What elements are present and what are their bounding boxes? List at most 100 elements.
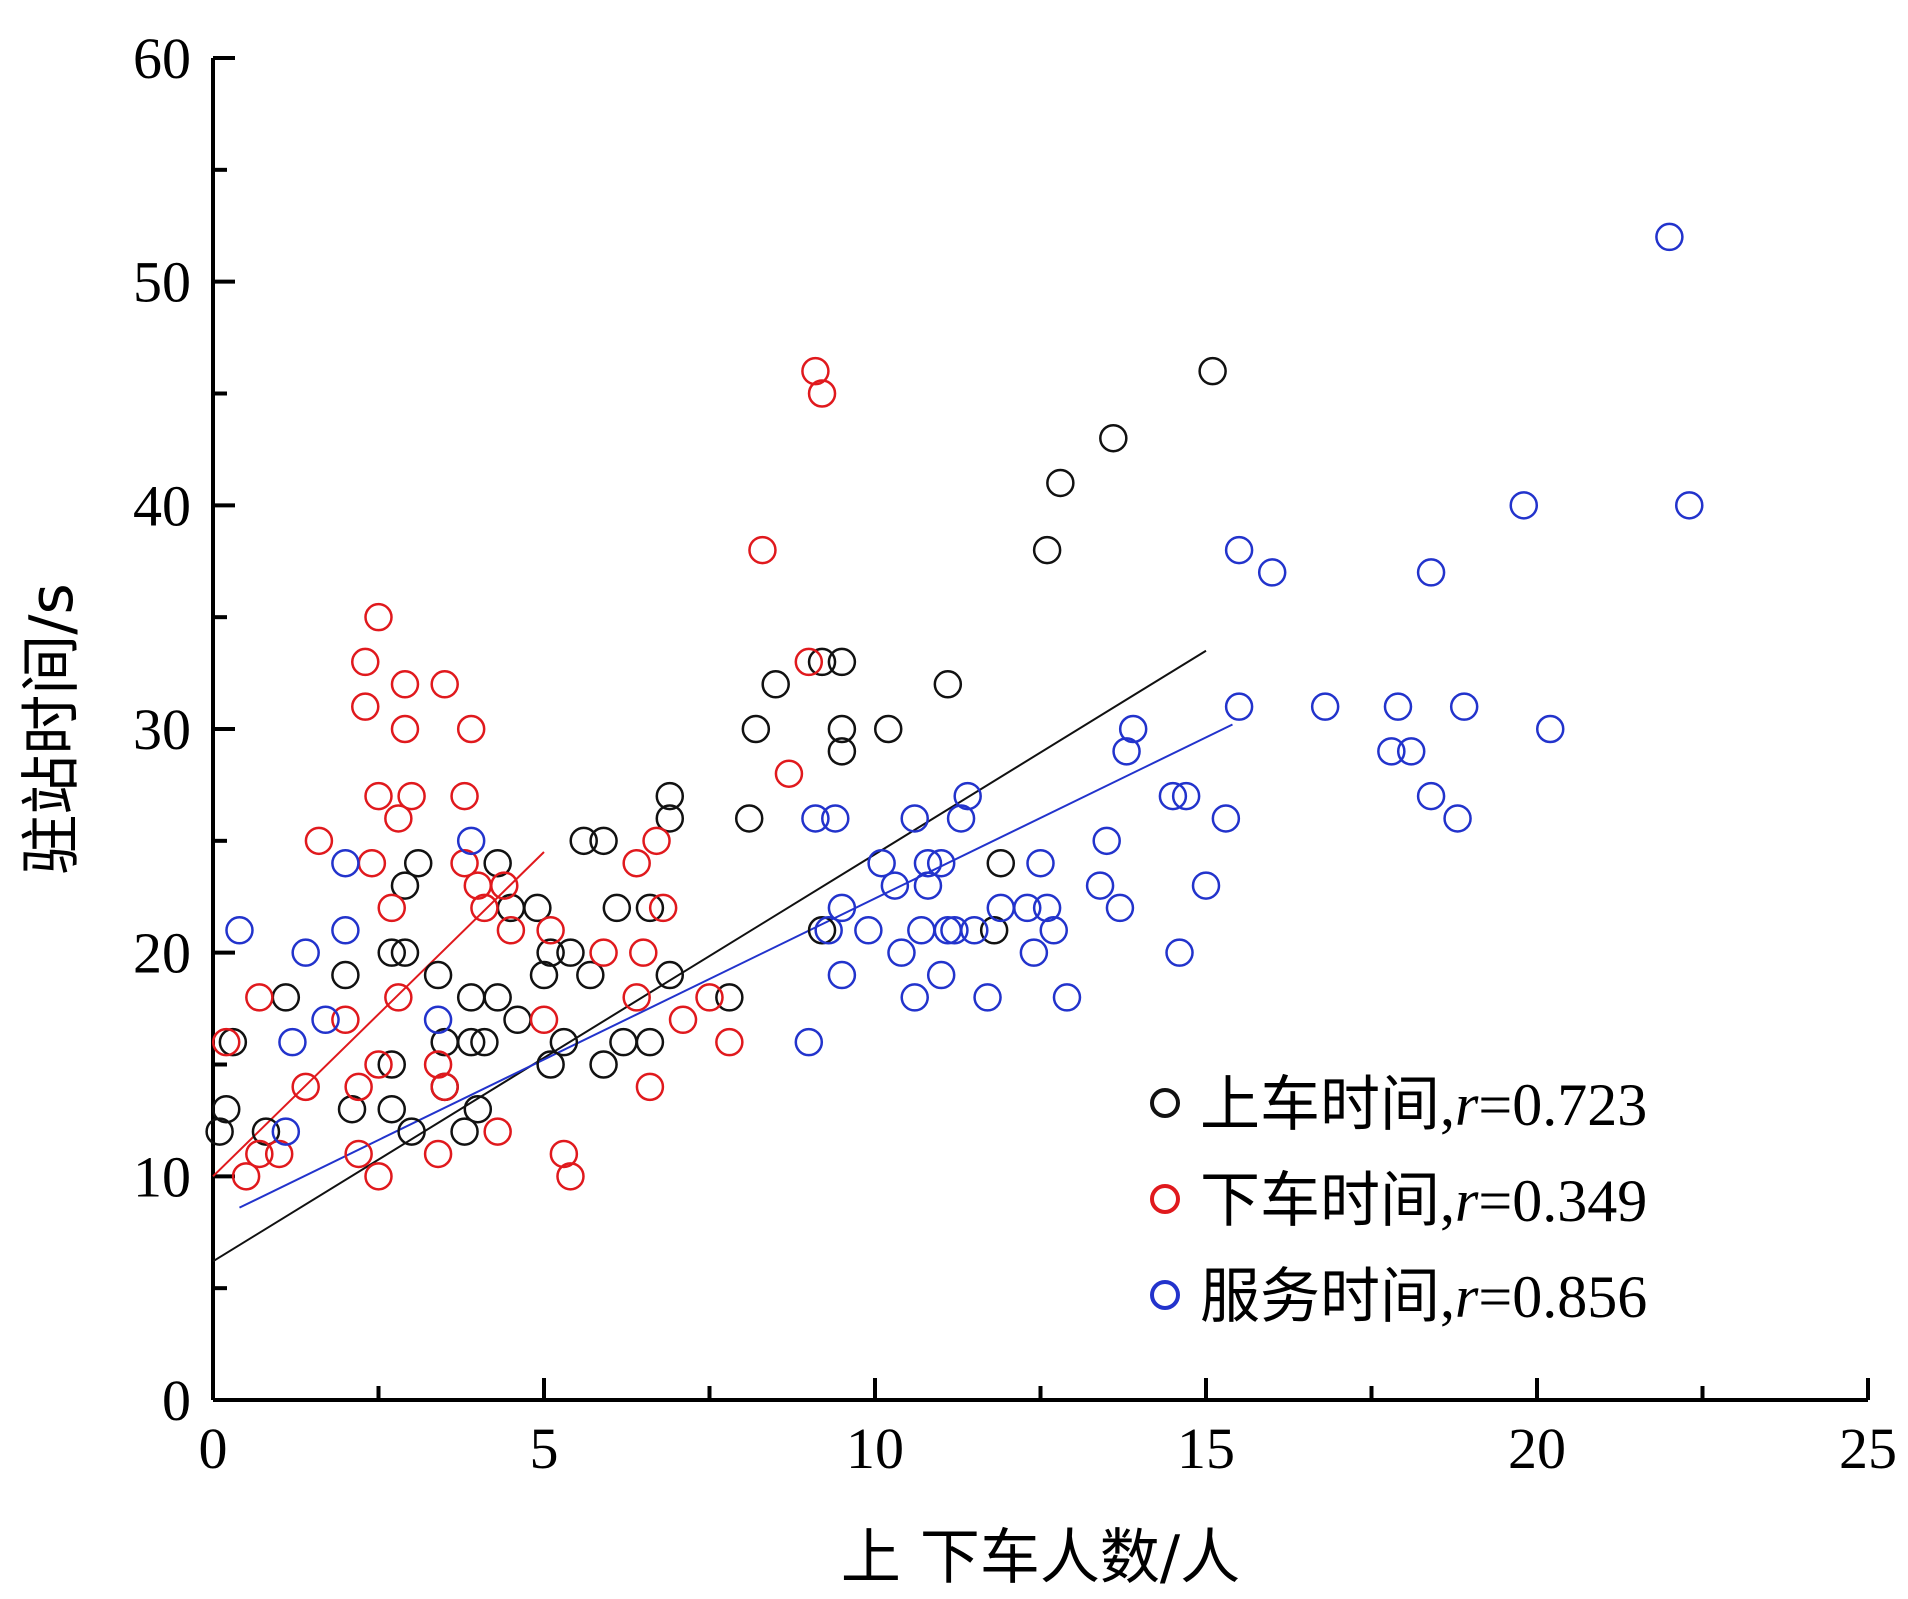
trend-lines [212, 649, 1233, 1263]
legend-r-value: =0.349 [1478, 1168, 1647, 1234]
data-point [1118, 714, 1148, 744]
legend-series-name: 服务时间 [1200, 1262, 1440, 1332]
data-point [470, 893, 499, 923]
axes: 0 5 10 15 20 25 0 10 20 30 40 50 60 [133, 26, 1897, 1481]
data-point [715, 1027, 744, 1057]
legend-label: 下车时间,r=0.349 [1200, 1166, 1647, 1236]
data-point [1509, 491, 1539, 520]
data-point [1310, 692, 1340, 721]
data-point [622, 983, 651, 1012]
data-points [205, 222, 1704, 1191]
data-point [1224, 692, 1254, 721]
data-point [450, 848, 479, 878]
data-point [384, 804, 413, 833]
data-point [827, 714, 857, 744]
data-point [1257, 558, 1287, 587]
y-tick-label: 60 [133, 26, 191, 91]
data-point [430, 670, 459, 699]
data-point [1198, 356, 1227, 386]
data-point [1052, 983, 1082, 1012]
data-point [807, 647, 837, 677]
data-point [470, 1027, 499, 1057]
legend-series-name: 上车时间 [1200, 1070, 1440, 1140]
data-point [291, 938, 320, 967]
legend-marker [1150, 1088, 1180, 1118]
data-point [278, 1027, 307, 1057]
data-point [463, 1094, 493, 1124]
data-point [231, 1162, 261, 1191]
data-point [1032, 535, 1062, 565]
data-point [403, 848, 433, 878]
data-point [986, 848, 1016, 878]
data-point [1416, 558, 1446, 587]
data-point [946, 804, 976, 833]
data-point [536, 938, 565, 967]
data-point [748, 535, 777, 565]
data-point [715, 983, 744, 1012]
data-point [390, 938, 420, 967]
data-point [251, 1117, 281, 1146]
data-point [456, 826, 486, 856]
y-tick-label: 20 [133, 921, 191, 986]
data-point [397, 781, 426, 811]
data-point [668, 1005, 698, 1035]
y-tick-label: 0 [162, 1368, 191, 1433]
data-point [629, 938, 658, 967]
data-point [364, 602, 393, 632]
data-point [205, 1117, 234, 1146]
legend-r-symbol: r [1455, 1072, 1479, 1138]
data-point [225, 916, 254, 945]
data-point [423, 1139, 453, 1169]
legend-separator: , [1440, 1264, 1455, 1330]
x-axis-title: 上 下车人数/人 [841, 1523, 1240, 1593]
data-point [483, 983, 512, 1012]
data-point [1165, 938, 1194, 967]
data-point [1211, 804, 1241, 833]
data-point [873, 714, 903, 744]
data-point [423, 960, 453, 990]
data-point [291, 1072, 320, 1102]
data-point [523, 893, 552, 923]
data-point [264, 1139, 294, 1169]
data-point [1105, 893, 1135, 923]
data-point [211, 1094, 241, 1124]
data-point [364, 781, 393, 811]
data-point [1099, 423, 1128, 453]
x-tick-label: 20 [1508, 1416, 1566, 1481]
data-point [377, 1094, 406, 1124]
data-point [926, 848, 956, 878]
data-point [529, 1005, 559, 1035]
data-point [1443, 804, 1472, 833]
data-point [1013, 893, 1042, 923]
data-point [271, 1117, 301, 1146]
data-point [490, 871, 519, 900]
y-ticks: 0 10 20 30 40 50 60 [133, 26, 235, 1433]
data-point [913, 871, 943, 900]
trend-line [212, 851, 545, 1178]
data-point [635, 1072, 665, 1102]
data-point [503, 1005, 532, 1035]
data-point [1655, 222, 1684, 252]
data-point [933, 916, 963, 945]
data-point [397, 1117, 426, 1146]
x-tick-label: 10 [846, 1416, 904, 1481]
data-point [589, 826, 618, 856]
data-point [331, 960, 360, 990]
data-point [622, 848, 651, 878]
data-point [384, 983, 413, 1012]
data-point [1224, 535, 1254, 565]
data-point [271, 983, 301, 1012]
data-point [602, 893, 632, 923]
data-point [926, 960, 956, 990]
data-point [357, 848, 387, 878]
data-point [576, 960, 605, 990]
data-point [807, 916, 837, 945]
data-point [1026, 848, 1055, 878]
data-point [344, 1139, 373, 1169]
data-point [854, 916, 883, 945]
data-point [774, 759, 804, 788]
data-point [1158, 781, 1188, 811]
data-point [801, 804, 830, 833]
data-point [695, 983, 724, 1012]
data-point [1019, 938, 1049, 967]
